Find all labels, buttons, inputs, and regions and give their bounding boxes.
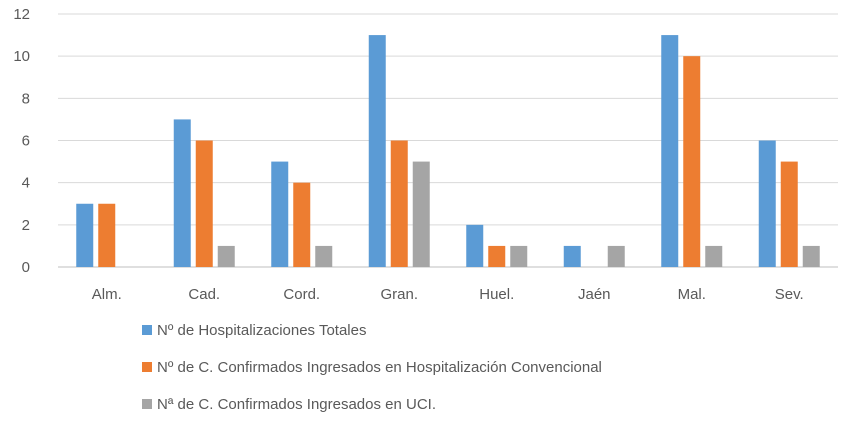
y-tick-label: 12 <box>13 6 30 23</box>
legend: Nº de Hospitalizaciones Totales Nº de C. … <box>142 322 602 413</box>
y-tick-label: 0 <box>22 259 30 276</box>
bar-series-1-mal <box>661 35 679 268</box>
bar-series-1-alm <box>76 203 94 267</box>
legend-swatch <box>142 325 152 335</box>
bar-series-3-cad <box>217 245 235 267</box>
bar-series-1-sev <box>758 140 776 267</box>
bar-series-3-huel <box>510 245 528 267</box>
legend-label: Nº de Hospitalizaciones Totales <box>157 322 366 339</box>
x-tick-label: Gran. <box>380 286 418 303</box>
x-tick-label: Cord. <box>283 286 320 303</box>
bar-series-1-cord <box>271 161 289 267</box>
bar-series-3-cord <box>315 245 333 267</box>
bar-series-1-cad <box>173 119 191 268</box>
x-tick-label: Sev. <box>775 286 804 303</box>
y-tick-label: 10 <box>13 48 30 65</box>
bar-series-1-huel <box>466 224 484 267</box>
bar-series-2-cord <box>293 182 311 267</box>
bar-series-2-alm <box>98 203 116 267</box>
y-tick-label: 8 <box>22 90 30 107</box>
bar-series-2-cad <box>195 140 213 267</box>
legend-label: Nª de C. Confirmados Ingresados en UCI. <box>157 396 436 413</box>
y-tick-label: 2 <box>22 217 30 234</box>
bar-series-3-sev <box>802 245 820 267</box>
bar-series-2-sev <box>780 161 798 267</box>
bar-series-1-jaén <box>563 245 581 267</box>
bars <box>76 35 820 268</box>
bar-series-3-jaén <box>607 245 625 267</box>
legend-swatch <box>142 399 152 409</box>
y-axis-tick-labels: 0 2 4 6 8 10 12 <box>13 6 30 276</box>
y-tick-label: 6 <box>22 133 30 150</box>
legend-item-3: Nª de C. Confirmados Ingresados en UCI. <box>142 396 436 413</box>
x-tick-label: Mal. <box>678 286 706 303</box>
bar-series-2-huel <box>488 245 506 267</box>
legend-label: Nº de C. Confirmados Ingresados en Hospi… <box>157 359 602 376</box>
legend-item-1: Nº de Hospitalizaciones Totales <box>142 322 366 339</box>
x-tick-label: Cad. <box>188 286 220 303</box>
x-tick-label: Huel. <box>479 286 514 303</box>
legend-item-2: Nº de C. Confirmados Ingresados en Hospi… <box>142 359 602 376</box>
legend-swatch <box>142 362 152 372</box>
bar-series-1-gran <box>368 35 386 268</box>
bar-series-3-mal <box>705 245 723 267</box>
bar-series-2-mal <box>683 56 701 267</box>
x-tick-label: Jaén <box>578 286 611 303</box>
x-axis-tick-labels: Alm. Cad. Cord. Gran. Huel. Jaén Mal. Sev. <box>92 286 804 303</box>
y-tick-label: 4 <box>22 175 30 192</box>
bar-series-3-gran <box>412 161 430 267</box>
x-tick-label: Alm. <box>92 286 122 303</box>
bar-series-2-gran <box>390 140 408 267</box>
